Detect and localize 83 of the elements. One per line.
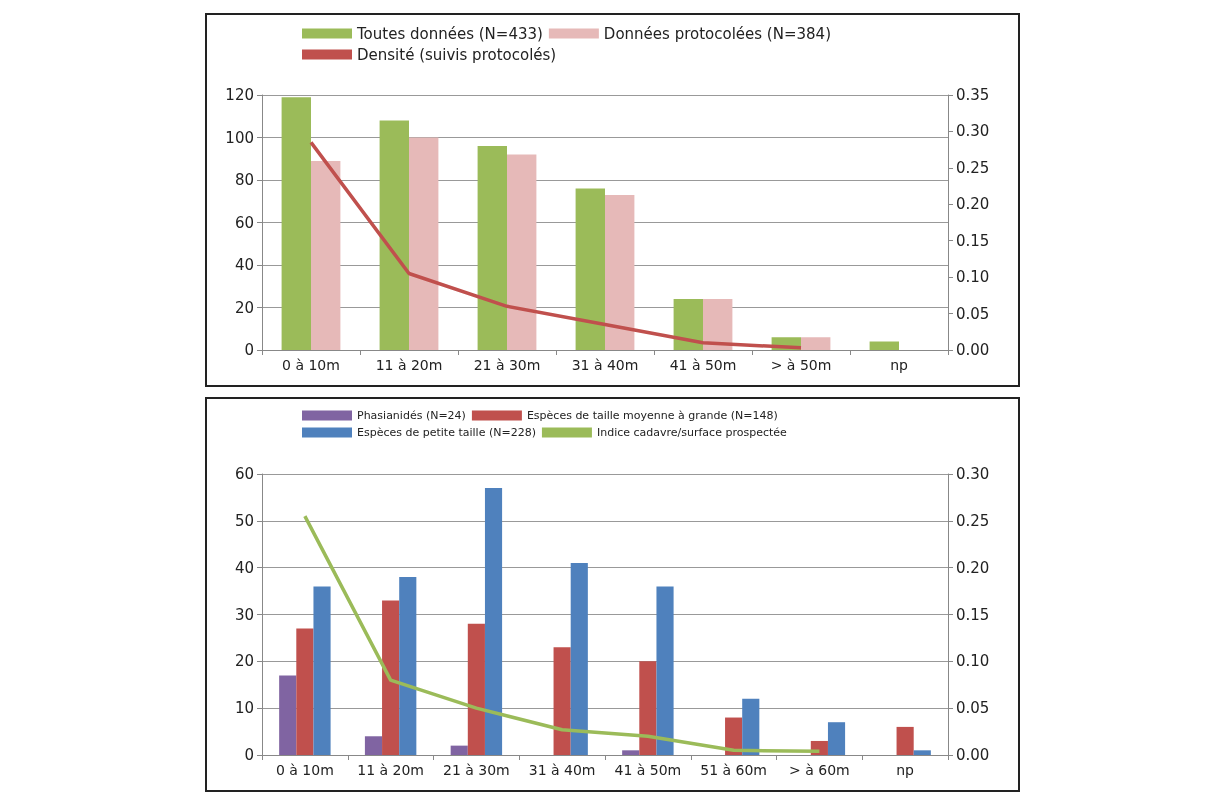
legend-label: Densité (suivis protocolés) — [357, 45, 557, 64]
bar — [279, 675, 297, 755]
x-tick-label: np — [896, 762, 915, 778]
bar — [507, 154, 537, 350]
y-tick-label: 40 — [234, 558, 254, 577]
y2-tick-label: 0.20 — [956, 558, 990, 577]
y-tick-label: 30 — [234, 605, 254, 624]
bar — [553, 647, 571, 755]
y-tick-label: 80 — [234, 171, 254, 189]
y2-tick-label: 0.15 — [956, 605, 990, 624]
x-tick-label: 0 à 10m — [282, 357, 340, 373]
x-tick-label: 31 à 40m — [528, 762, 596, 778]
y2-tick-label: 0.35 — [956, 86, 990, 104]
bar — [364, 736, 383, 755]
line-series — [303, 514, 822, 753]
y2-tick-label: 0.25 — [956, 158, 990, 177]
bar — [673, 299, 703, 350]
legend-label: Phasianidés (N=24) — [357, 409, 466, 422]
bar — [313, 586, 331, 755]
x-tick-label: 11 à 20m — [375, 357, 443, 373]
x-tick-label: > à 50m — [770, 357, 832, 373]
x-tick-label: 51 à 60m — [700, 762, 767, 778]
legend-label: Toutes données (N=433) — [356, 24, 543, 43]
y-tick-label: 20 — [234, 298, 254, 317]
bar — [570, 562, 588, 755]
bar — [379, 120, 409, 350]
y2-tick-label: 0.10 — [956, 652, 990, 671]
bar — [656, 586, 674, 755]
bar — [409, 137, 439, 350]
y-tick-label: 60 — [234, 465, 254, 483]
bar — [703, 299, 733, 350]
legend-label: Espèces de petite taille (N=228) — [357, 426, 536, 439]
y2-tick-label: 0.30 — [956, 122, 990, 141]
bar — [399, 577, 417, 755]
bar — [622, 750, 640, 755]
bar — [477, 146, 507, 350]
bar — [484, 488, 503, 755]
y-tick-label: 0 — [244, 746, 254, 764]
y-tick-label: 10 — [234, 699, 254, 718]
y2-tick-label: 0.00 — [956, 341, 990, 359]
bar — [605, 194, 635, 350]
bar — [467, 623, 485, 755]
y-tick-label: 0 — [244, 341, 254, 359]
y-tick-label: 120 — [225, 86, 254, 104]
legend-label: Indice cadavre/surface prospectée — [596, 426, 788, 439]
y-tick-label: 50 — [234, 511, 254, 530]
y-tick-label: 60 — [234, 213, 254, 232]
bar — [896, 726, 914, 755]
y2-tick-label: 0.20 — [956, 195, 990, 214]
bar — [450, 745, 468, 755]
x-tick-label: 0 à 10m — [275, 762, 334, 778]
bar — [575, 188, 605, 350]
y2-tick-label: 0.05 — [956, 304, 990, 323]
x-tick-label: 21 à 30m — [443, 762, 510, 778]
bar — [281, 97, 311, 350]
x-tick-label: > à 60m — [789, 762, 850, 778]
bar — [913, 750, 931, 755]
y2-tick-label: 0.10 — [956, 268, 990, 287]
bar — [639, 661, 657, 755]
y-tick-label: 40 — [234, 256, 254, 274]
y2-tick-label: 0.00 — [956, 746, 990, 764]
x-tick-label: 41 à 50m — [614, 762, 682, 778]
y2-tick-label: 0.25 — [956, 511, 990, 530]
legend-label: Espèces de taille moyenne à grande (N=148) — [526, 409, 778, 422]
y2-tick-label: 0.15 — [956, 231, 990, 250]
bar — [869, 341, 899, 350]
bar — [801, 337, 831, 350]
bar — [742, 698, 760, 755]
bar — [311, 160, 341, 350]
y2-tick-label: 0.30 — [956, 465, 990, 483]
x-tick-label: 11 à 20m — [357, 762, 424, 778]
bar — [827, 722, 846, 755]
y2-tick-label: 0.05 — [956, 699, 990, 718]
x-tick-label: 41 à 50m — [669, 357, 737, 373]
bar — [382, 600, 400, 755]
x-tick-label: 31 à 40m — [571, 357, 639, 373]
legend-label: Données protocolées (N=384) — [603, 24, 832, 43]
x-tick-label: np — [890, 357, 908, 373]
line-series — [309, 140, 803, 350]
y-tick-label: 20 — [234, 652, 254, 671]
y-tick-label: 100 — [225, 128, 254, 147]
x-tick-label: 21 à 30m — [473, 357, 541, 373]
bar — [296, 628, 314, 755]
